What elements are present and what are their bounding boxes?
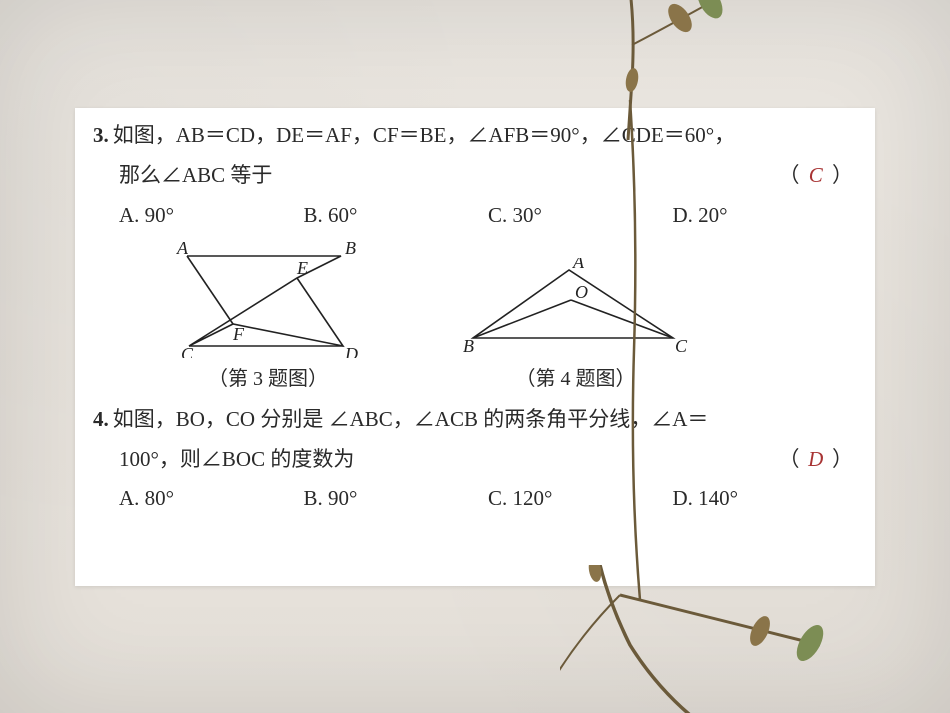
q3-caption: （第 3 题图）	[208, 360, 328, 398]
figures-row: A B C D E F （第 3 题图） A B C O （第 4 题图）	[163, 238, 857, 398]
q4-option-a: A. 80°	[119, 479, 304, 519]
paren-open: （	[779, 163, 800, 187]
q4-options: A. 80° B. 90° C. 120° D. 140°	[119, 479, 857, 519]
q3-label-C: C	[181, 344, 194, 358]
q3-option-c: C. 30°	[488, 196, 673, 236]
q4-number: 4.	[93, 407, 109, 431]
q4-figure-block: A B C O （第 4 题图）	[463, 258, 688, 398]
q4-option-b: B. 90°	[304, 479, 489, 519]
q3-label-F: F	[232, 324, 245, 344]
q4-label-A: A	[572, 258, 585, 272]
q3-label-E: E	[296, 258, 308, 278]
q3-text1: 如图，AB＝CD，DE＝AF，CF＝BE，∠AFB＝90°，∠CDE＝60°，	[113, 123, 735, 147]
q3-options: A. 90° B. 60° C. 30° D. 20°	[119, 196, 857, 236]
paren-open: （	[779, 447, 800, 471]
q4-label-C: C	[675, 336, 688, 356]
q3-option-d: D. 20°	[673, 196, 858, 236]
q4-label-O: O	[575, 282, 588, 302]
q4-answer: D	[805, 440, 827, 480]
q3-label-A: A	[176, 238, 189, 258]
q4-text1: 如图，BO，CO 分别是 ∠ABC，∠ACB 的两条角平分线，∠A＝	[113, 407, 709, 431]
q3-option-a: A. 90°	[119, 196, 304, 236]
q3-answer: C	[805, 156, 827, 196]
q3-figure: A B C D E F	[163, 238, 373, 358]
q3-line1: 3.如图，AB＝CD，DE＝AF，CF＝BE，∠AFB＝90°，∠CDE＝60°…	[93, 116, 857, 156]
q3-answer-paren: （ C ）	[779, 156, 854, 196]
paren-close: ）	[832, 163, 853, 187]
q4-answer-paren: （ D ）	[779, 440, 854, 480]
q3-figure-block: A B C D E F （第 3 题图）	[163, 238, 373, 398]
q4-line1: 4.如图，BO，CO 分别是 ∠ABC，∠ACB 的两条角平分线，∠A＝	[93, 400, 857, 440]
q3-line2: 那么∠ABC 等于 （ C ）	[119, 156, 857, 196]
q4-option-d: D. 140°	[673, 479, 858, 519]
q4-caption: （第 4 题图）	[516, 360, 636, 398]
q4-line2: 100°，则∠BOC 的度数为 （ D ）	[119, 440, 857, 480]
paren-close: ）	[832, 447, 853, 471]
q3-label-D: D	[344, 344, 358, 358]
q3-text2: 那么∠ABC 等于	[119, 163, 272, 187]
content-panel: 3.如图，AB＝CD，DE＝AF，CF＝BE，∠AFB＝90°，∠CDE＝60°…	[75, 108, 875, 586]
q3-option-b: B. 60°	[304, 196, 489, 236]
q4-label-B: B	[463, 336, 474, 356]
q3-number: 3.	[93, 123, 109, 147]
q4-figure: A B C O	[463, 258, 688, 358]
q3-label-B: B	[345, 238, 356, 258]
q4-option-c: C. 120°	[488, 479, 673, 519]
q4-text2: 100°，则∠BOC 的度数为	[119, 447, 354, 471]
